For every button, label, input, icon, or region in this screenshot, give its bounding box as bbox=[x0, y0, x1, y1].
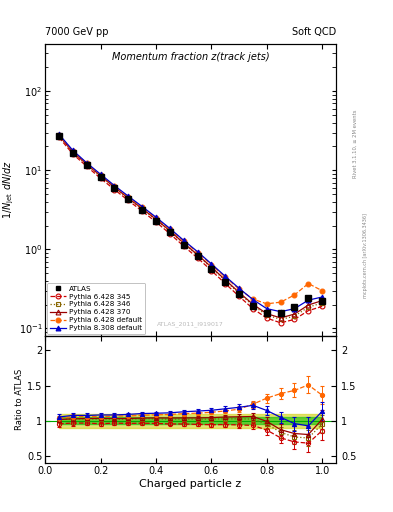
Text: Soft QCD: Soft QCD bbox=[292, 27, 336, 37]
Text: 7000 GeV pp: 7000 GeV pp bbox=[45, 27, 109, 37]
Polygon shape bbox=[59, 417, 322, 424]
Text: Momentum fraction z(track jets): Momentum fraction z(track jets) bbox=[112, 52, 270, 62]
Text: Rivet 3.1.10, ≥ 2M events: Rivet 3.1.10, ≥ 2M events bbox=[353, 109, 358, 178]
Text: ATLAS_2011_I919017: ATLAS_2011_I919017 bbox=[157, 322, 224, 327]
Y-axis label: Ratio to ATLAS: Ratio to ATLAS bbox=[15, 369, 24, 431]
Polygon shape bbox=[59, 414, 322, 428]
Text: mcplots.cern.ch [arXiv:1306.3436]: mcplots.cern.ch [arXiv:1306.3436] bbox=[363, 214, 368, 298]
Legend: ATLAS, Pythia 6.428 345, Pythia 6.428 346, Pythia 6.428 370, Pythia 6.428 defaul: ATLAS, Pythia 6.428 345, Pythia 6.428 34… bbox=[48, 283, 145, 334]
X-axis label: Charged particle z: Charged particle z bbox=[140, 479, 242, 489]
Y-axis label: $1/N_\mathrm{jet}\ dN/dz$: $1/N_\mathrm{jet}\ dN/dz$ bbox=[2, 160, 16, 220]
